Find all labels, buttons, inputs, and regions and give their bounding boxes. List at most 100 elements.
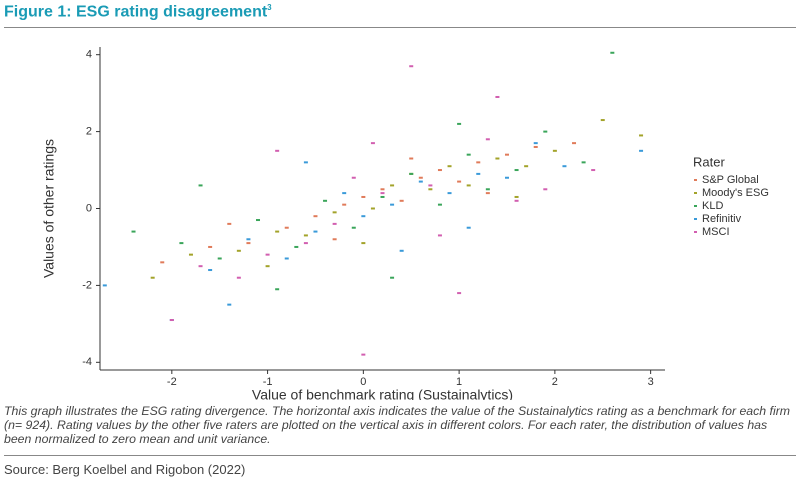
point <box>265 265 270 268</box>
point <box>399 199 404 202</box>
point <box>380 195 385 198</box>
point <box>246 238 251 241</box>
point <box>514 199 519 202</box>
point <box>447 165 452 168</box>
point <box>361 215 366 218</box>
point <box>169 319 174 322</box>
point <box>102 284 107 287</box>
point <box>275 149 280 152</box>
point <box>418 176 423 179</box>
point <box>361 195 366 198</box>
chart: -2 -1 0 1 2 3 -4 -2 0 2 4 Value of benchmark rating… <box>41 47 769 400</box>
point <box>485 192 490 195</box>
point <box>543 130 548 133</box>
y-tick-label: 0 <box>86 202 92 214</box>
legend-label: Moody's ESG <box>702 187 769 199</box>
point <box>131 230 136 233</box>
point <box>390 184 395 187</box>
point <box>457 180 462 183</box>
footnote-ref: 3 <box>267 3 272 12</box>
point <box>390 276 395 279</box>
point <box>409 65 414 68</box>
point <box>236 276 241 279</box>
point <box>284 257 289 260</box>
point <box>351 226 356 229</box>
point <box>361 242 366 245</box>
point <box>275 230 280 233</box>
point <box>265 253 270 256</box>
point <box>188 253 193 256</box>
point <box>294 245 299 248</box>
point <box>160 261 165 264</box>
legend-label: KLD <box>702 200 723 212</box>
x-tick-label: 2 <box>552 376 558 388</box>
legend-label: Refinitiv <box>702 213 742 225</box>
point <box>351 176 356 179</box>
y-tick-label: -2 <box>82 279 92 291</box>
point <box>227 303 232 306</box>
point <box>236 249 241 252</box>
legend-swatch <box>694 218 697 220</box>
point <box>495 95 500 98</box>
point <box>198 265 203 268</box>
point <box>342 192 347 195</box>
legend-swatch <box>694 179 697 181</box>
point <box>275 288 280 291</box>
title: Figure 1: ESG rating disagreement <box>4 3 268 21</box>
point <box>543 188 548 191</box>
point <box>332 211 337 214</box>
point <box>390 203 395 206</box>
x-tick-label: 0 <box>360 376 366 388</box>
point <box>533 145 538 148</box>
legend-swatch <box>694 192 697 194</box>
y-tick-label: -4 <box>82 356 92 368</box>
point <box>552 149 557 152</box>
point <box>246 242 251 245</box>
point <box>380 188 385 191</box>
x-axis-label: Value of benchmark rating (Sustainalytic… <box>252 387 513 400</box>
point <box>409 172 414 175</box>
point <box>437 203 442 206</box>
point <box>447 192 452 195</box>
point <box>524 165 529 168</box>
point <box>150 276 155 279</box>
point <box>303 234 308 237</box>
point <box>476 172 481 175</box>
point <box>457 122 462 125</box>
point <box>514 195 519 198</box>
point <box>504 176 509 179</box>
legend-label: MSCI <box>702 226 730 238</box>
x-tick-label: 1 <box>456 376 462 388</box>
y-tick-label: 4 <box>86 49 92 61</box>
point <box>342 203 347 206</box>
point <box>208 269 213 272</box>
point <box>399 249 404 252</box>
point <box>409 157 414 160</box>
x-tick-label: -2 <box>167 376 177 388</box>
legend-swatch <box>694 231 697 233</box>
point <box>533 142 538 145</box>
point <box>313 230 318 233</box>
legend-label: S&P Global <box>702 174 759 186</box>
point <box>639 134 644 137</box>
point <box>581 161 586 164</box>
point <box>457 292 462 295</box>
legend-swatch <box>694 205 697 207</box>
point <box>332 222 337 225</box>
point <box>227 222 232 225</box>
point <box>179 242 184 245</box>
point <box>428 188 433 191</box>
point <box>198 184 203 187</box>
point <box>418 180 423 183</box>
title-block: Figure 1: ESG rating disagreement3 <box>4 3 272 21</box>
point <box>380 192 385 195</box>
point <box>437 234 442 237</box>
y-tick-label: 2 <box>86 126 92 138</box>
point <box>466 153 471 156</box>
point <box>303 242 308 245</box>
y-axis-label: Values of other ratings <box>41 139 57 278</box>
point <box>572 142 577 145</box>
point <box>485 188 490 191</box>
point <box>476 161 481 164</box>
